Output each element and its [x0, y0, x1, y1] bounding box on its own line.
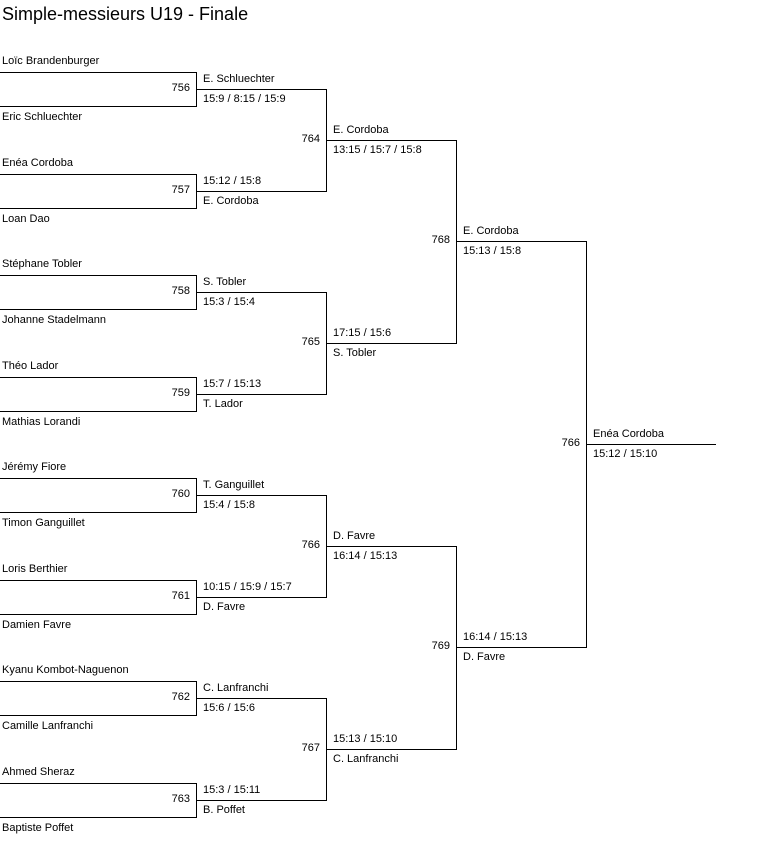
bracket-line	[0, 681, 196, 682]
match-number: 759	[171, 387, 190, 399]
match-winner: E. Schluechter	[203, 73, 275, 85]
match-number: 757	[171, 184, 190, 196]
bracket-line	[0, 208, 196, 209]
bracket-line	[196, 597, 326, 598]
match-number: 758	[171, 285, 190, 297]
bracket-line	[0, 72, 196, 73]
player-name: Damien Favre	[2, 619, 72, 631]
bracket-line	[0, 580, 196, 581]
bracket-line	[0, 174, 196, 175]
player-name: Loris Berthier	[2, 563, 68, 575]
bracket-line	[586, 444, 716, 445]
player-name: Jérémy Fiore	[2, 461, 67, 473]
bracket-line	[196, 800, 326, 801]
match-winner: D. Favre	[333, 530, 376, 542]
bracket-line	[0, 817, 196, 818]
match-winner: T. Ganguillet	[203, 479, 265, 491]
match-score: 15:9 / 8:15 / 15:9	[203, 93, 286, 105]
bracket-line	[0, 309, 196, 310]
match-winner: E. Cordoba	[203, 195, 259, 207]
bracket-line	[0, 715, 196, 716]
bracket-line	[326, 749, 456, 750]
player-name: Baptiste Poffet	[2, 822, 74, 834]
match-score: 15:12 / 15:10	[593, 448, 658, 460]
match-number: 767	[301, 742, 320, 754]
match-number: 765	[301, 336, 320, 348]
player-name: Ahmed Sheraz	[2, 766, 75, 778]
player-name: Loïc Brandenburger	[2, 55, 100, 67]
match-number: 768	[431, 234, 450, 246]
player-name: Kyanu Kombot-Naguenon	[2, 664, 129, 676]
match-number: 769	[431, 640, 450, 652]
bracket-line	[0, 478, 196, 479]
match-score: 15:3 / 15:4	[203, 296, 255, 308]
player-name: Mathias Lorandi	[2, 416, 81, 428]
match-winner: B. Poffet	[203, 804, 245, 816]
match-winner: D. Favre	[203, 601, 246, 613]
player-name: Stéphane Tobler	[2, 258, 82, 270]
bracket-line	[196, 292, 326, 293]
match-number: 761	[171, 590, 190, 602]
match-winner: C. Lanfranchi	[203, 682, 269, 694]
match-score: 16:14 / 15:13	[333, 550, 398, 562]
player-name: Eric Schluechter	[2, 111, 83, 123]
bracket-line	[0, 411, 196, 412]
match-score: 15:12 / 15:8	[203, 175, 262, 187]
bracket-line	[196, 495, 326, 496]
bracket-line	[456, 546, 457, 750]
bracket-line	[456, 241, 586, 242]
match-score: 15:4 / 15:8	[203, 499, 255, 511]
match-score: 17:15 / 15:6	[333, 327, 392, 339]
bracket-line	[196, 394, 326, 395]
player-name: Enéa Cordoba	[2, 157, 73, 169]
bracket-line	[196, 698, 326, 699]
player-name: Camille Lanfranchi	[2, 720, 94, 732]
match-score: 15:3 / 15:11	[203, 784, 261, 796]
match-score: 15:6 / 15:6	[203, 702, 255, 714]
match-winner: T. Lador	[203, 398, 243, 410]
match-score: 13:15 / 15:7 / 15:8	[333, 144, 422, 156]
match-number: 766	[561, 437, 580, 449]
match-winner: E. Cordoba	[463, 225, 519, 237]
player-name: Johanne Stadelmann	[2, 314, 106, 326]
bracket-line	[0, 783, 196, 784]
match-score: 15:13 / 15:10	[333, 733, 398, 745]
bracket-line	[0, 512, 196, 513]
match-score: 16:14 / 15:13	[463, 631, 528, 643]
match-winner: C. Lanfranchi	[333, 753, 399, 765]
match-score: 10:15 / 15:9 / 15:7	[203, 581, 292, 593]
match-winner: Enéa Cordoba	[593, 428, 664, 440]
match-number: 756	[171, 82, 190, 94]
match-winner: S. Tobler	[203, 276, 247, 288]
bracket-line	[0, 614, 196, 615]
match-number: 764	[301, 133, 320, 145]
match-winner: D. Favre	[463, 651, 506, 663]
match-number: 766	[301, 539, 320, 551]
player-name: Loan Dao	[2, 213, 50, 225]
bracket-line	[196, 191, 326, 192]
bracket-line	[0, 275, 196, 276]
bracket-line	[326, 343, 456, 344]
bracket-line	[196, 89, 326, 90]
match-score: 15:7 / 15:13	[203, 378, 262, 390]
bracket-line	[456, 140, 457, 344]
player-name: Timon Ganguillet	[2, 517, 85, 529]
player-name: Théo Lador	[2, 360, 59, 372]
bracket-line	[0, 377, 196, 378]
bracket-line	[326, 546, 456, 547]
match-winner: S. Tobler	[333, 347, 377, 359]
match-number: 763	[171, 793, 190, 805]
bracket-line	[456, 647, 586, 648]
match-score: 15:13 / 15:8	[463, 245, 522, 257]
page-title: Simple-messieurs U19 - Finale	[2, 4, 249, 24]
bracket-line	[326, 140, 456, 141]
match-winner: E. Cordoba	[333, 124, 389, 136]
bracket-line	[0, 106, 196, 107]
match-number: 760	[171, 488, 190, 500]
match-number: 762	[171, 691, 190, 703]
